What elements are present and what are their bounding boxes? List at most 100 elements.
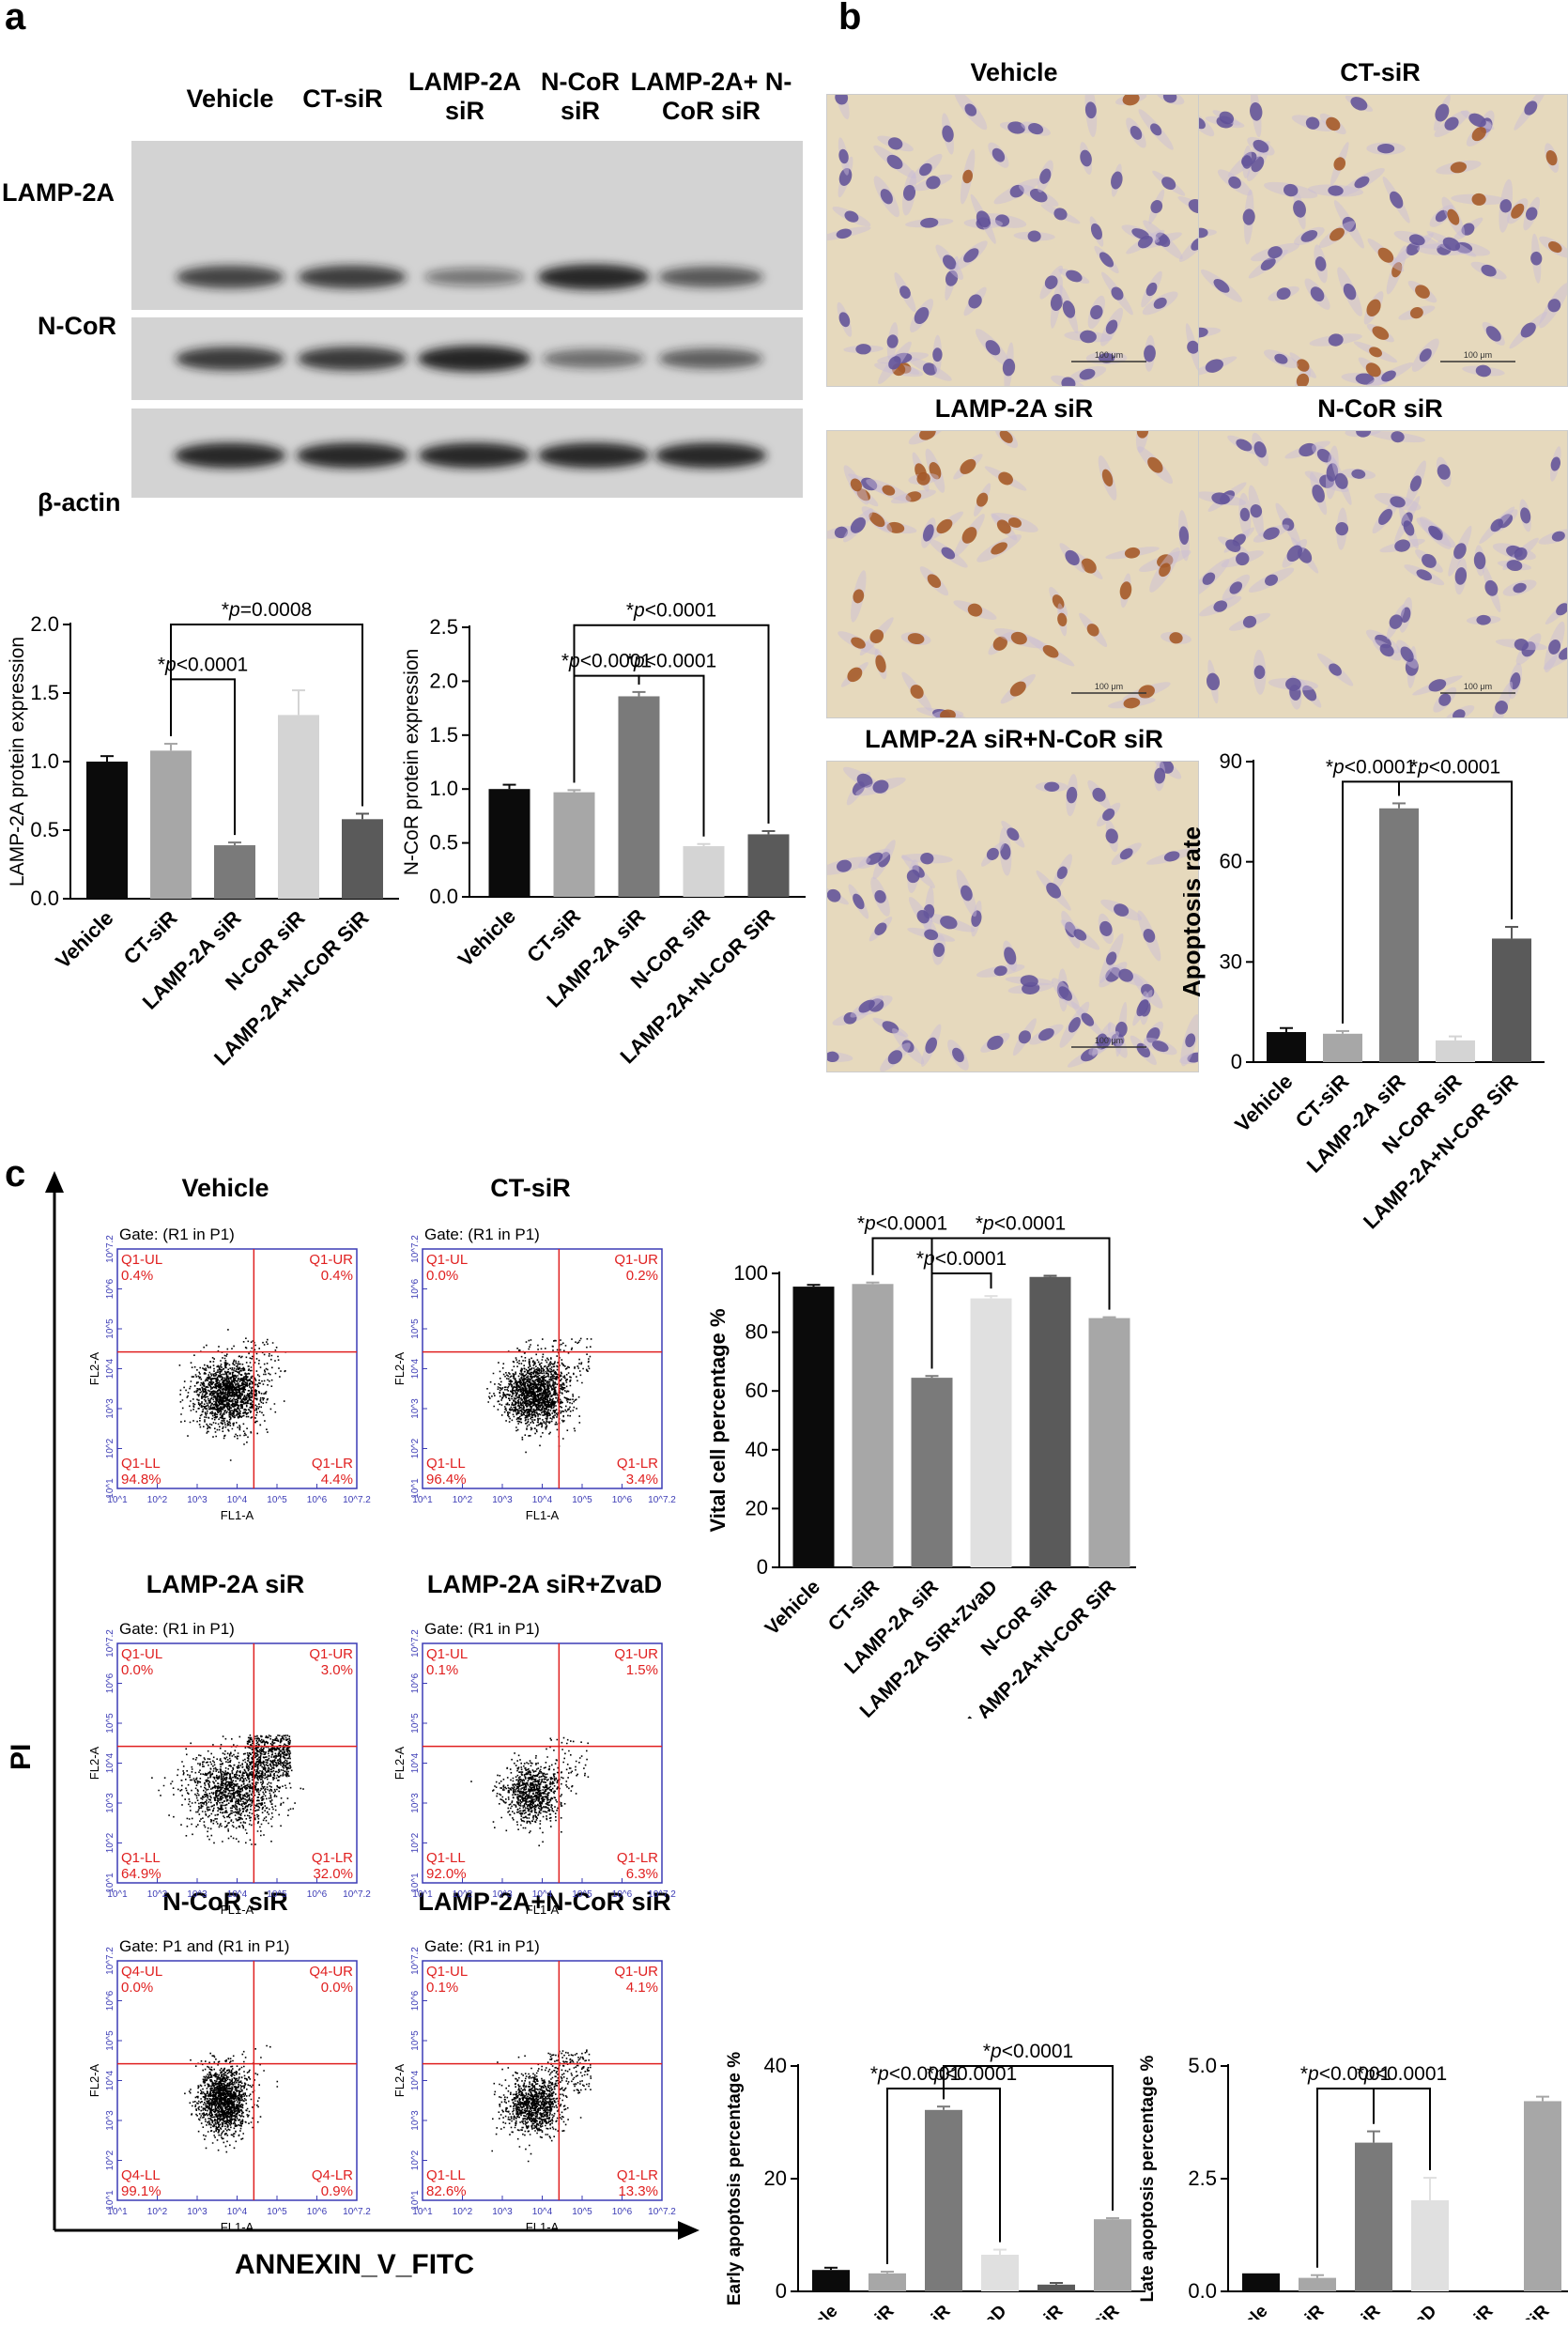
quadrant-ll-pct: 64.9% — [121, 1866, 161, 1882]
y-tick-label: 10^1 — [410, 2190, 421, 2211]
nucleus — [1065, 921, 1077, 938]
x-tick-label: 10^2 — [147, 1495, 168, 1505]
nucleus — [1495, 701, 1508, 715]
nucleus — [1381, 370, 1396, 382]
nucleus — [1526, 207, 1538, 221]
y-tick-label: 10^5 — [105, 1713, 115, 1734]
stained-nucleus — [1545, 149, 1558, 166]
bar-0 — [792, 1287, 835, 1567]
quadrant-ur-pct: 1.5% — [626, 1662, 658, 1678]
flow-title-ct-sir: CT-siR — [490, 1174, 571, 1202]
significance-label: *p<0.0001 — [927, 2063, 1017, 2085]
y-tick-label: 10^4 — [105, 1752, 115, 1773]
x-tick-label: 10^5 — [267, 1495, 287, 1505]
nucleus — [1302, 685, 1317, 701]
x-tick-label: 10^4 — [532, 2207, 553, 2217]
y-axis-label: Apoptosis rate — [1183, 826, 1206, 997]
bar-3 — [970, 1298, 1012, 1567]
nucleus — [1213, 600, 1228, 612]
quadrant-ll-pct: 99.1% — [121, 2183, 161, 2199]
nucleus — [1328, 185, 1344, 196]
nucleus — [1391, 431, 1405, 443]
nucleus — [1205, 359, 1223, 373]
x-tick-label: 10^3 — [492, 1889, 513, 1900]
nucleus — [1111, 171, 1123, 190]
quadrant-lr: Q1-LR — [312, 1850, 353, 1866]
row-label-beta-actin: β-actin — [38, 488, 121, 516]
nucleus — [1007, 121, 1025, 134]
bar-1 — [852, 1284, 894, 1567]
stained-nucleus — [1010, 631, 1027, 645]
bar-4 — [1038, 2284, 1075, 2291]
stained-nucleus — [1326, 116, 1341, 131]
nucleus — [1099, 252, 1115, 268]
x-tick-label: 10^4 — [532, 1495, 553, 1505]
blot-band — [423, 268, 525, 286]
lane-label-ct-sir: CT-siR — [302, 85, 383, 113]
nucleus — [1265, 574, 1279, 586]
blot-membranes — [131, 141, 803, 498]
x-tick-label: 10^5 — [572, 2207, 592, 2217]
stained-nucleus — [1122, 95, 1140, 106]
quadrant-ul-pct: 0.1% — [426, 1662, 458, 1678]
nucleus — [1027, 230, 1041, 242]
nucleus — [853, 893, 865, 910]
quadrant-ur-pct: 3.0% — [321, 1662, 353, 1678]
x-tick-label: 10^3 — [492, 2207, 513, 2217]
flow-plot-lamp2a-sir: Gate: (R1 in P1) 10^110^1 10^2 10^2 10^3 10^3… — [87, 1620, 371, 1917]
nucleus — [1068, 1017, 1081, 1033]
nucleus — [1119, 848, 1133, 860]
nucleus — [1046, 882, 1062, 899]
quadrant-lr-pct: 4.4% — [321, 1472, 353, 1488]
nucleus — [856, 773, 873, 788]
scale-bar-label: 100 μm — [1464, 350, 1492, 360]
nucleus — [1390, 496, 1406, 508]
y-tick-label: 10^1 — [105, 1873, 115, 1893]
event-dots — [184, 2044, 279, 2153]
x-tick-label: 10^5 — [572, 1889, 592, 1900]
micrograph-lamp2a-ncor-sir: 100 μm — [826, 761, 1199, 1072]
quadrant-ll: Q1-LL — [426, 2167, 466, 2183]
nucleus — [1253, 441, 1267, 458]
stained-nucleus — [962, 169, 973, 184]
quadrant-ul: Q1-UL — [426, 1964, 468, 1980]
flow-plot-ncor-sir: Gate: P1 and (R1 in P1) 10^110^1 10^2 10^2 1… — [87, 1937, 371, 2234]
nucleus — [1475, 364, 1492, 378]
nucleus — [1105, 966, 1121, 982]
nucleus — [838, 148, 849, 164]
flow-plot-ct-sir: Gate: (R1 in P1) 10^110^1 10^2 10^2 10^3 10^3… — [392, 1226, 676, 1522]
y-axis-label: Late apoptosis percentage % — [1138, 2055, 1158, 2302]
bar-5 — [1094, 2219, 1131, 2291]
nucleus — [1118, 968, 1133, 982]
nucleus — [1476, 614, 1491, 625]
gate-label: Gate: (R1 in P1) — [424, 1620, 540, 1638]
y-tick-label: 10^4 — [410, 1752, 421, 1773]
nucleus — [872, 779, 889, 794]
y-tick-label: 10^2 — [105, 2150, 115, 2170]
quadrant-ll-pct: 92.0% — [426, 1866, 467, 1882]
nucleus — [922, 362, 937, 376]
y-tick-label: 0.5 — [30, 818, 59, 841]
nucleus — [1551, 531, 1565, 542]
nucleus — [902, 184, 916, 201]
nucleus — [1435, 103, 1450, 122]
flow-title-ncor-sir: N-CoR siR — [162, 1888, 288, 1916]
stained-nucleus — [1086, 624, 1099, 637]
x-tick-label: 10^3 — [187, 1495, 208, 1505]
nucleus — [1485, 326, 1501, 342]
category-label: CT-siR — [824, 1576, 884, 1635]
significance-label: *p<0.0001 — [1300, 2063, 1391, 2085]
nucleus — [1187, 1052, 1198, 1063]
nucleus — [1316, 449, 1331, 463]
nucleus — [1099, 920, 1113, 936]
nucleus — [880, 189, 893, 205]
stained-nucleus — [991, 542, 1007, 555]
y-tick-label: 10^5 — [410, 2030, 421, 2051]
stained-nucleus — [960, 458, 976, 474]
nucleus — [1062, 301, 1076, 318]
quadrant-lr: Q4-LR — [312, 2167, 353, 2183]
bar-0 — [1242, 2273, 1280, 2291]
quadrant-lr-pct: 0.9% — [321, 2183, 353, 2199]
